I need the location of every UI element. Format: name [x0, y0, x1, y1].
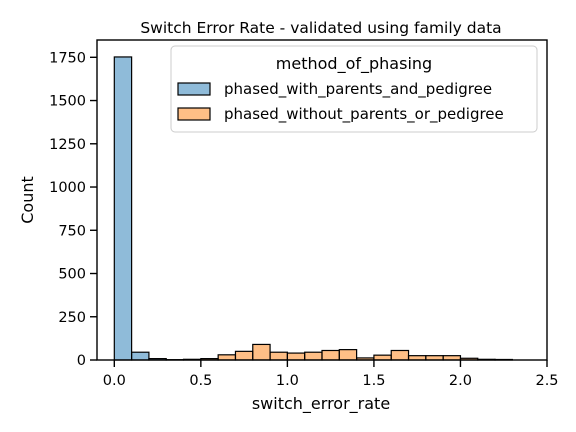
- histogram-bar: [338, 349, 358, 361]
- x-axis-ticks: 0.0 0.5 1.0 1.5 2.0 2.5: [103, 360, 559, 389]
- x-tick-label: 0.5: [189, 373, 212, 389]
- legend-entry-label: phased_without_parents_or_pedigree: [224, 105, 504, 124]
- x-tick-label: 2.0: [449, 373, 472, 389]
- histogram-bar: [321, 349, 340, 361]
- legend-title: method_of_phasing: [276, 54, 432, 74]
- y-tick-label: 1500: [49, 94, 86, 110]
- x-tick-label: 2.5: [535, 373, 558, 389]
- y-tick-label: 0: [77, 353, 86, 369]
- histogram-bar: [234, 350, 254, 361]
- y-tick-label: 500: [58, 267, 86, 283]
- plot-frame: [96, 39, 548, 361]
- x-tick-label: 1.5: [362, 373, 385, 389]
- chart-title: Switch Error Rate - validated using fami…: [140, 19, 501, 37]
- histogram-bar: [286, 352, 306, 361]
- histogram-bar: [390, 349, 410, 361]
- legend: method_of_phasing phased_with_parents_an…: [170, 45, 538, 133]
- y-tick-label: 250: [58, 310, 86, 326]
- y-tick-label: 1250: [49, 137, 86, 153]
- histogram-bar: [304, 351, 323, 361]
- histogram-bar: [131, 351, 150, 361]
- legend-box: [170, 45, 538, 133]
- histogram-bar: [269, 351, 288, 361]
- y-tick-label: 750: [58, 223, 86, 239]
- histogram-bar: [113, 56, 133, 361]
- legend-entries: phased_with_parents_and_pedigree phased_w…: [177, 80, 504, 124]
- x-tick-label: 0.0: [103, 373, 126, 389]
- histogram-bar: [252, 343, 271, 361]
- histogram-bar: [217, 354, 237, 361]
- legend-entry-label: phased_with_parents_and_pedigree: [224, 80, 492, 99]
- y-tick-label: 1000: [49, 180, 86, 196]
- y-axis-label: Count: [18, 176, 37, 224]
- legend-swatch: [177, 82, 211, 96]
- y-tick-label: 1750: [49, 50, 86, 66]
- x-axis-label: switch_error_rate: [252, 394, 390, 414]
- legend-swatch: [177, 107, 211, 121]
- histogram-bar: [373, 354, 392, 361]
- y-axis-ticks: 0 250 500 750 1000 1250 1500 1750: [49, 50, 97, 369]
- plot-area: [96, 39, 548, 361]
- x-tick-label: 1.0: [276, 373, 299, 389]
